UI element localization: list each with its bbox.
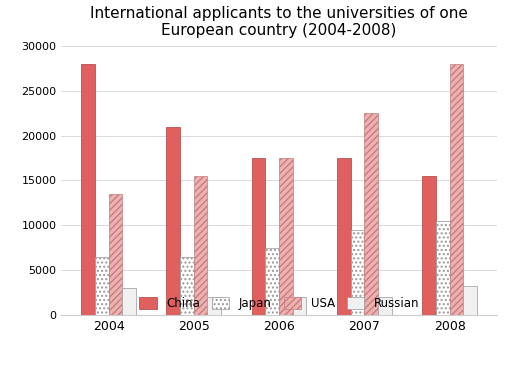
Bar <box>293 297 306 315</box>
Bar <box>463 286 477 315</box>
Bar <box>265 248 279 315</box>
Bar <box>109 194 122 315</box>
Bar <box>207 297 221 315</box>
Bar <box>194 176 207 315</box>
Bar <box>252 158 265 315</box>
Bar <box>166 127 180 315</box>
Bar <box>122 288 136 315</box>
Bar <box>436 221 450 315</box>
Bar <box>180 257 194 315</box>
Bar <box>95 257 109 315</box>
Bar <box>422 176 436 315</box>
Bar <box>378 297 392 315</box>
Bar <box>365 113 378 315</box>
Bar <box>81 64 95 315</box>
Bar <box>279 158 293 315</box>
Bar <box>351 230 365 315</box>
Legend: China, Japan, USA, Russian: China, Japan, USA, Russian <box>134 292 424 314</box>
Title: International applicants to the universities of one
European country (2004-2008): International applicants to the universi… <box>90 6 468 38</box>
Bar <box>450 64 463 315</box>
Bar <box>337 158 351 315</box>
